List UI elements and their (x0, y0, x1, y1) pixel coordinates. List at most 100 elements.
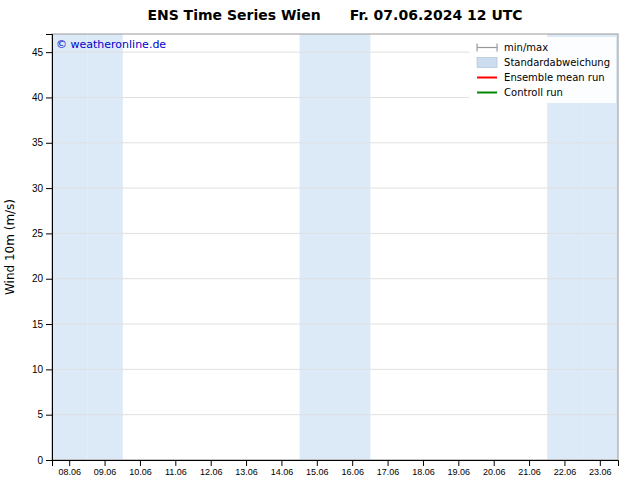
legend-label: Controll run (504, 87, 563, 98)
y-tick: 10 (32, 364, 52, 375)
y-tick-label: 40 (32, 92, 44, 103)
x-tick-mark (388, 460, 389, 466)
y-tick-mark (46, 415, 52, 416)
x-tick-mark (494, 460, 495, 466)
legend-item: min/max (477, 42, 548, 53)
x-tick-mark (564, 460, 565, 466)
y-tick-mark (46, 279, 52, 280)
x-tick-label: 18.06 (412, 467, 435, 477)
y-tick-mark (46, 460, 52, 461)
y-tick: 40 (32, 92, 52, 103)
x-tick: 15.06 (306, 460, 329, 477)
y-tick: 35 (32, 137, 52, 148)
grid-line (52, 278, 618, 279)
y-tick-label: 10 (32, 364, 44, 375)
x-tick-label: 11.06 (165, 467, 187, 477)
x-axis-line (53, 461, 619, 467)
x-tick: 14.06 (271, 460, 294, 477)
grid-line (52, 188, 618, 189)
x-tick-mark (423, 460, 424, 466)
x-tick: 22.06 (554, 460, 577, 477)
x-tick-label: 19.06 (448, 467, 471, 477)
x-tick-label: 12.06 (200, 467, 223, 477)
x-tick-mark (105, 460, 106, 466)
x-tick-mark (600, 460, 601, 466)
x-tick-mark (246, 460, 247, 466)
x-tick-mark (69, 460, 70, 466)
y-tick-label: 5 (37, 409, 43, 420)
x-tick: 18.06 (412, 460, 435, 477)
legend-swatch (477, 47, 497, 48)
chart: 08.06 09.06 10.06 11.06 12.06 13.06 14.06 15.06… (0, 0, 634, 490)
y-tick: 15 (32, 319, 52, 330)
y-tick-mark (46, 143, 52, 144)
y-axis: 0 5 10 15 20 25 30 35 40 45 (32, 35, 53, 466)
plot-frame (52, 34, 618, 460)
x-tick-label: 23.06 (589, 467, 612, 477)
x-tick-label: 09.06 (94, 467, 117, 477)
legend-item: Ensemble mean run (477, 72, 605, 83)
y-tick-mark (46, 97, 52, 98)
y-tick-mark (46, 324, 52, 325)
y-tick: 0 (37, 455, 52, 466)
y-tick-label: 45 (32, 47, 44, 58)
x-tick-label: 17.06 (377, 467, 400, 477)
x-tick-mark (317, 460, 318, 466)
x-tick-label: 13.06 (235, 467, 258, 477)
x-tick-mark (352, 460, 353, 466)
y-tick: 30 (32, 183, 52, 194)
grid-line (52, 324, 618, 325)
grid (52, 52, 618, 460)
x-tick-label: 22.06 (554, 467, 577, 477)
x-tick-label: 08.06 (58, 467, 81, 477)
x-tick-mark (211, 460, 212, 466)
x-tick: 19.06 (448, 460, 471, 477)
x-tick-label: 15.06 (306, 467, 329, 477)
x-tick: 12.06 (200, 460, 223, 477)
x-tick-label: 16.06 (341, 467, 364, 477)
legend-item: Controll run (477, 87, 563, 98)
y-tick-label: 30 (32, 183, 44, 194)
x-tick: 10.06 (129, 460, 152, 477)
x-tick-mark (281, 460, 282, 466)
x-tick: 09.06 (94, 460, 117, 477)
x-tick-label: 10.06 (129, 467, 152, 477)
legend-swatch (477, 58, 497, 68)
y-tick-mark (46, 233, 52, 234)
x-tick: 13.06 (235, 460, 258, 477)
watermark: © weatheronline.de (56, 38, 166, 51)
legend-swatch-cap (496, 44, 497, 52)
x-tick-mark (140, 460, 141, 466)
x-tick-mark (175, 460, 176, 466)
x-tick-label: 20.06 (483, 467, 506, 477)
x-tick: 23.06 (589, 460, 612, 477)
legend-label: Standardabweichung (504, 57, 610, 68)
x-tick: 20.06 (483, 460, 506, 477)
x-tick: 17.06 (377, 460, 400, 477)
legend-label: min/max (504, 42, 548, 53)
x-tick-mark (458, 460, 459, 466)
legend-swatch-cap (476, 44, 477, 52)
x-tick: 11.06 (165, 460, 187, 477)
x-tick-label: 14.06 (271, 467, 294, 477)
y-tick-label: 20 (32, 273, 44, 284)
y-tick-label: 0 (37, 455, 43, 466)
legend-background (469, 37, 616, 103)
grid-line (52, 414, 618, 415)
y-axis-title: Wind 10m (m/s) (3, 199, 17, 295)
y-tick: 20 (32, 273, 52, 284)
x-tick-mark (529, 460, 530, 466)
legend-item: Standardabweichung (477, 57, 610, 68)
grid-line (52, 142, 618, 143)
y-tick: 25 (32, 228, 52, 239)
y-tick-label: 25 (32, 228, 44, 239)
x-tick: 16.06 (341, 460, 364, 477)
plot: 08.06 09.06 10.06 11.06 12.06 13.06 14.06 15.06… (32, 34, 619, 477)
x-tick: 21.06 (518, 460, 541, 477)
y-tick: 5 (37, 409, 52, 420)
y-tick-mark (46, 369, 52, 370)
grid-line (52, 369, 618, 370)
y-tick-label: 15 (32, 319, 44, 330)
legend-swatch (477, 77, 497, 79)
x-axis: 08.06 09.06 10.06 11.06 12.06 13.06 14.06 15.06… (53, 460, 619, 477)
